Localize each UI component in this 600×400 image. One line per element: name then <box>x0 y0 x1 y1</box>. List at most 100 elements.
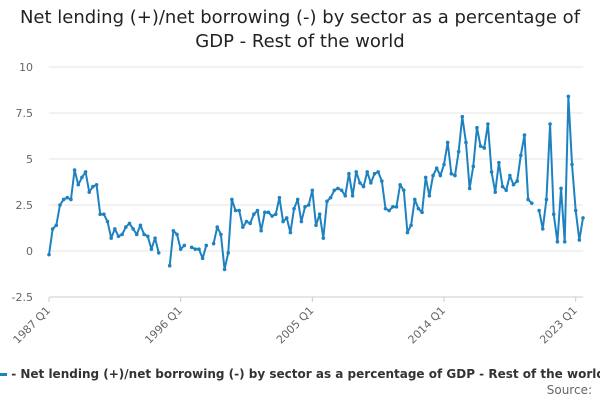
data-point[interactable] <box>325 199 329 204</box>
data-point[interactable] <box>105 219 110 224</box>
series-line[interactable] <box>48 95 584 271</box>
data-point[interactable] <box>98 212 103 216</box>
data-point[interactable] <box>255 208 260 213</box>
data-point[interactable] <box>241 225 245 229</box>
data-point[interactable] <box>405 230 410 235</box>
data-point[interactable] <box>204 243 209 248</box>
data-point[interactable] <box>497 160 501 165</box>
data-point[interactable] <box>438 173 443 178</box>
data-point[interactable] <box>244 219 249 224</box>
data-point[interactable] <box>149 247 154 251</box>
data-point[interactable] <box>215 225 220 229</box>
data-point[interactable] <box>471 164 476 169</box>
data-point[interactable] <box>361 184 366 189</box>
data-point[interactable] <box>486 122 490 126</box>
data-point[interactable] <box>277 195 282 200</box>
data-point[interactable] <box>500 184 505 189</box>
data-point[interactable] <box>252 212 256 216</box>
data-point[interactable] <box>292 206 296 211</box>
data-point[interactable] <box>529 201 534 205</box>
data-point[interactable] <box>321 236 326 240</box>
data-point[interactable] <box>519 153 523 158</box>
data-point[interactable] <box>526 197 530 202</box>
data-point[interactable] <box>314 223 318 228</box>
data-point[interactable] <box>577 238 582 242</box>
data-point[interactable] <box>376 170 380 174</box>
data-point[interactable] <box>219 232 223 237</box>
data-point[interactable] <box>153 236 157 240</box>
data-point[interactable] <box>178 247 183 251</box>
data-point[interactable] <box>127 221 132 226</box>
data-point[interactable] <box>332 188 337 193</box>
data-point[interactable] <box>478 144 483 148</box>
data-point[interactable] <box>343 194 348 198</box>
data-point[interactable] <box>369 181 373 185</box>
data-point[interactable] <box>200 256 205 261</box>
data-point[interactable] <box>475 125 479 130</box>
data-point[interactable] <box>336 186 340 191</box>
data-point[interactable] <box>445 140 450 145</box>
data-point[interactable] <box>266 210 271 215</box>
data-point[interactable] <box>273 212 278 216</box>
data-point[interactable] <box>50 227 55 231</box>
data-point[interactable] <box>156 251 161 255</box>
data-point[interactable] <box>401 188 406 193</box>
data-point[interactable] <box>464 140 468 145</box>
data-point[interactable] <box>328 195 333 200</box>
data-point[interactable] <box>226 251 231 255</box>
data-point[interactable] <box>182 243 187 248</box>
data-point[interactable] <box>116 234 121 239</box>
data-point[interactable] <box>47 252 51 257</box>
legend[interactable]: - Net lending (+)/net borrowing (-) by s… <box>0 367 600 385</box>
data-point[interactable] <box>270 214 274 218</box>
data-point[interactable] <box>391 205 395 209</box>
data-point[interactable] <box>412 197 417 202</box>
data-point[interactable] <box>138 223 143 228</box>
data-point[interactable] <box>233 208 238 213</box>
data-point[interactable] <box>482 146 487 150</box>
data-point[interactable] <box>416 206 421 211</box>
data-point[interactable] <box>131 227 135 231</box>
data-point[interactable] <box>566 94 571 99</box>
data-point[interactable] <box>573 208 578 213</box>
data-point[interactable] <box>94 182 99 187</box>
data-point[interactable] <box>380 179 384 183</box>
data-point[interactable] <box>453 173 457 178</box>
data-point[interactable] <box>145 234 150 239</box>
data-point[interactable] <box>570 162 574 167</box>
data-point[interactable] <box>288 230 293 235</box>
data-point[interactable] <box>372 171 377 176</box>
data-point[interactable] <box>237 208 241 213</box>
data-point[interactable] <box>193 247 198 251</box>
data-point[interactable] <box>65 195 70 200</box>
data-point[interactable] <box>383 206 388 211</box>
data-point[interactable] <box>544 197 549 202</box>
data-point[interactable] <box>354 170 359 174</box>
data-point[interactable] <box>431 173 435 178</box>
data-point[interactable] <box>120 232 124 237</box>
data-point[interactable] <box>295 197 300 202</box>
data-point[interactable] <box>87 190 92 194</box>
data-point[interactable] <box>420 210 424 215</box>
data-point[interactable] <box>460 114 465 119</box>
data-point[interactable] <box>303 205 307 209</box>
data-point[interactable] <box>61 197 66 202</box>
data-point[interactable] <box>350 194 355 198</box>
data-point[interactable] <box>142 232 146 237</box>
data-point[interactable] <box>299 219 304 224</box>
data-point[interactable] <box>551 212 556 216</box>
data-point[interactable] <box>69 197 73 202</box>
data-point[interactable] <box>456 149 461 154</box>
data-point[interactable] <box>347 171 351 176</box>
data-point[interactable] <box>427 194 432 198</box>
data-point[interactable] <box>80 175 84 180</box>
data-point[interactable] <box>339 188 344 193</box>
data-point[interactable] <box>559 186 563 191</box>
data-point[interactable] <box>522 133 527 137</box>
data-point[interactable] <box>515 179 519 183</box>
data-point[interactable] <box>91 184 95 189</box>
data-point[interactable] <box>489 170 494 174</box>
data-point[interactable] <box>511 182 516 187</box>
data-point[interactable] <box>197 247 201 251</box>
data-point[interactable] <box>409 223 413 228</box>
